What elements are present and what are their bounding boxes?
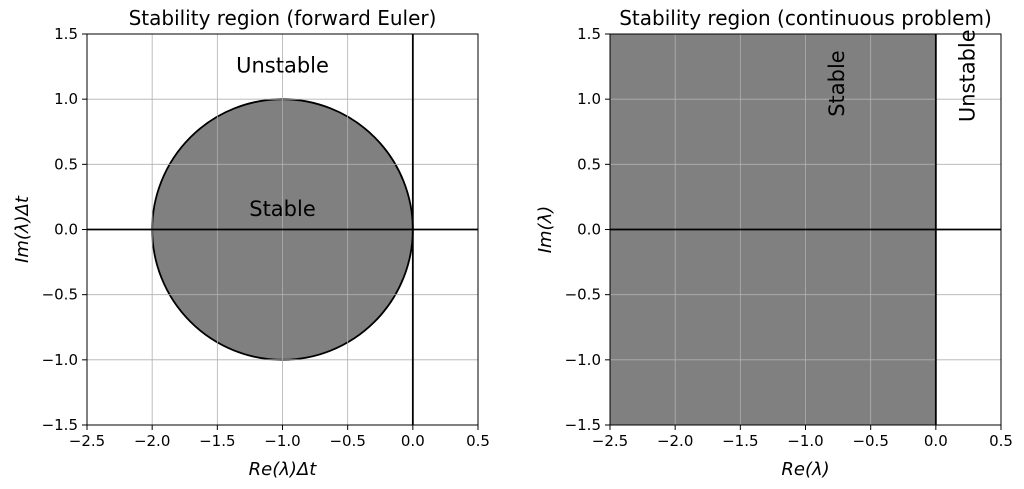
chart-panel-2: −2.5 −2.0 −1.5 −1.0 −0.5 0.0 0.5 −1.5 −1.0 −0.5 0.… bbox=[535, 6, 1013, 480]
chart-title: Stability region (forward Euler) bbox=[129, 6, 437, 30]
y-tick-label: 0.5 bbox=[54, 155, 78, 173]
annotation-unstable: Unstable bbox=[955, 29, 979, 122]
x-tick-label: −2.5 bbox=[592, 432, 628, 450]
y-tick-label: −1.0 bbox=[565, 351, 601, 369]
x-tick-label: −2.5 bbox=[69, 432, 105, 450]
y-tick-label: −1.5 bbox=[565, 416, 601, 434]
y-tick-label: 1.0 bbox=[577, 90, 601, 108]
chart-panel-1: −2.5 −2.0 −1.5 −1.0 −0.5 0.0 0.5 −1.5 −1.0 −0.5 0.… bbox=[12, 6, 490, 480]
y-tick-label: 0.0 bbox=[577, 221, 601, 239]
annotation-stable: Stable bbox=[825, 50, 849, 117]
y-tick-label: 0.5 bbox=[577, 155, 601, 173]
y-tick-label: 1.5 bbox=[577, 25, 601, 43]
chart-title: Stability region (continuous problem) bbox=[619, 6, 992, 30]
y-axis-label: Im(λ)Δt bbox=[12, 195, 33, 263]
x-tick-label: −1.5 bbox=[722, 432, 758, 450]
x-tick-label: −0.5 bbox=[329, 432, 365, 450]
y-tick-label: −1.0 bbox=[42, 351, 78, 369]
y-tick-label: 0.0 bbox=[54, 221, 78, 239]
x-tick-label: −1.0 bbox=[787, 432, 823, 450]
x-tick-label: −2.0 bbox=[657, 432, 693, 450]
x-tick-label: 0.0 bbox=[924, 432, 948, 450]
x-tick-label: 0.0 bbox=[401, 432, 425, 450]
y-tick-label: 1.5 bbox=[54, 25, 78, 43]
x-tick-label: 0.5 bbox=[989, 432, 1013, 450]
y-tick-label: 1.0 bbox=[54, 90, 78, 108]
annotation-unstable: Unstable bbox=[236, 54, 329, 78]
x-tick-label: −1.0 bbox=[264, 432, 300, 450]
x-tick-label: −0.5 bbox=[852, 432, 888, 450]
y-tick-label: −0.5 bbox=[565, 286, 601, 304]
y-axis-label: Im(λ) bbox=[535, 206, 556, 254]
x-tick-label: 0.5 bbox=[466, 432, 490, 450]
x-tick-label: −2.0 bbox=[134, 432, 170, 450]
annotation-stable: Stable bbox=[249, 197, 316, 221]
x-axis-label: Re(λ) bbox=[781, 459, 829, 480]
y-tick-label: −1.5 bbox=[42, 416, 78, 434]
x-tick-label: −1.5 bbox=[199, 432, 235, 450]
x-axis-label: Re(λ)Δt bbox=[249, 459, 318, 480]
y-tick-label: −0.5 bbox=[42, 286, 78, 304]
